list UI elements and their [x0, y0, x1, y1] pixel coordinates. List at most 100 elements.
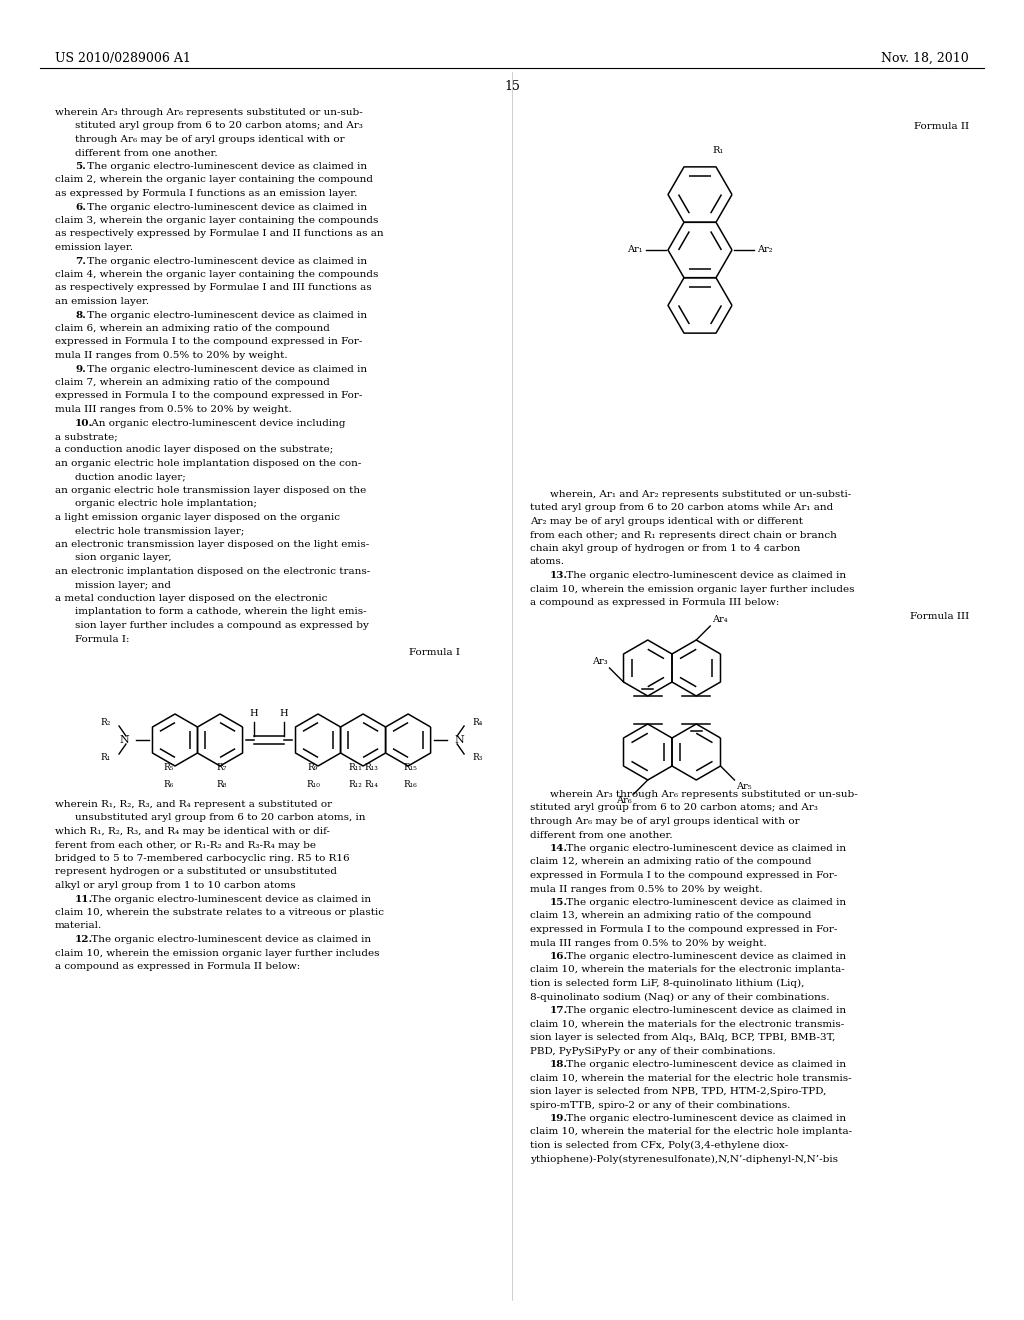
- Text: sion layer is selected from NPB, TPD, HTM-2,Spiro-TPD,: sion layer is selected from NPB, TPD, HT…: [530, 1086, 826, 1096]
- Text: 7.: 7.: [75, 256, 86, 265]
- Text: 8-quinolinato sodium (Naq) or any of their combinations.: 8-quinolinato sodium (Naq) or any of the…: [530, 993, 829, 1002]
- Text: chain akyl group of hydrogen or from 1 to 4 carbon: chain akyl group of hydrogen or from 1 t…: [530, 544, 801, 553]
- Text: 15: 15: [504, 81, 520, 92]
- Text: emission layer.: emission layer.: [55, 243, 133, 252]
- Text: An organic electro-luminescent device including: An organic electro-luminescent device in…: [88, 418, 345, 428]
- Text: The organic electro-luminescent device as claimed in: The organic electro-luminescent device a…: [88, 895, 371, 903]
- Text: The organic electro-luminescent device as claimed in: The organic electro-luminescent device a…: [563, 898, 846, 907]
- Text: R₁₃: R₁₃: [365, 763, 378, 772]
- Text: Ar₂ may be of aryl groups identical with or different: Ar₂ may be of aryl groups identical with…: [530, 517, 803, 525]
- Text: which R₁, R₂, R₃, and R₄ may be identical with or dif-: which R₁, R₂, R₃, and R₄ may be identica…: [55, 828, 330, 836]
- Text: 9.: 9.: [75, 364, 86, 374]
- Text: a compound as expressed in Formula III below:: a compound as expressed in Formula III b…: [530, 598, 779, 607]
- Text: stituted aryl group from 6 to 20 carbon atoms; and Ar₃: stituted aryl group from 6 to 20 carbon …: [75, 121, 362, 131]
- Text: through Ar₆ may be of aryl groups identical with or: through Ar₆ may be of aryl groups identi…: [75, 135, 345, 144]
- Text: R₆: R₆: [164, 780, 174, 789]
- Text: The organic electro-luminescent device as claimed in: The organic electro-luminescent device a…: [563, 1006, 846, 1015]
- Text: stituted aryl group from 6 to 20 carbon atoms; and Ar₃: stituted aryl group from 6 to 20 carbon …: [530, 804, 818, 813]
- Text: sion layer is selected from Alq₃, BAlq, BCP, TPBI, BMB-3T,: sion layer is selected from Alq₃, BAlq, …: [530, 1034, 836, 1041]
- Text: claim 4, wherein the organic layer containing the compounds: claim 4, wherein the organic layer conta…: [55, 271, 379, 279]
- Text: Formula I:: Formula I:: [75, 635, 129, 644]
- Text: a substrate;: a substrate;: [55, 432, 118, 441]
- Text: tuted aryl group from 6 to 20 carbon atoms while Ar₁ and: tuted aryl group from 6 to 20 carbon ato…: [530, 503, 834, 512]
- Text: Formula II: Formula II: [913, 121, 969, 131]
- Text: alkyl or aryl group from 1 to 10 carbon atoms: alkyl or aryl group from 1 to 10 carbon …: [55, 880, 296, 890]
- Text: H: H: [250, 709, 258, 718]
- Text: R₁: R₁: [100, 752, 111, 762]
- Text: Nov. 18, 2010: Nov. 18, 2010: [882, 51, 969, 65]
- Text: R₁₁: R₁₁: [348, 763, 361, 772]
- Text: R₅: R₅: [164, 763, 174, 772]
- Text: wherein R₁, R₂, R₃, and R₄ represent a substituted or: wherein R₁, R₂, R₃, and R₄ represent a s…: [55, 800, 332, 809]
- Text: as respectively expressed by Formulae I and III functions as: as respectively expressed by Formulae I …: [55, 284, 372, 293]
- Text: The organic electro-luminescent device as claimed in: The organic electro-luminescent device a…: [563, 1060, 846, 1069]
- Text: R₁: R₁: [712, 145, 723, 154]
- Text: claim 2, wherein the organic layer containing the compound: claim 2, wherein the organic layer conta…: [55, 176, 373, 185]
- Text: claim 3, wherein the organic layer containing the compounds: claim 3, wherein the organic layer conta…: [55, 216, 379, 224]
- Text: H: H: [280, 709, 289, 718]
- Text: Ar₁: Ar₁: [628, 246, 643, 255]
- Text: R₂: R₂: [100, 718, 111, 727]
- Text: 19.: 19.: [550, 1114, 568, 1123]
- Text: wherein Ar₃ through Ar₆ represents substituted or un-sub-: wherein Ar₃ through Ar₆ represents subst…: [55, 108, 362, 117]
- Text: mula II ranges from 0.5% to 20% by weight.: mula II ranges from 0.5% to 20% by weigh…: [55, 351, 288, 360]
- Text: R₁₅: R₁₅: [403, 763, 417, 772]
- Text: The organic electro-luminescent device as claimed in: The organic electro-luminescent device a…: [563, 572, 846, 579]
- Text: 6.: 6.: [75, 202, 86, 211]
- Text: R₉: R₉: [308, 763, 318, 772]
- Text: represent hydrogen or a substituted or unsubstituted: represent hydrogen or a substituted or u…: [55, 867, 337, 876]
- Text: as respectively expressed by Formulae I and II functions as an: as respectively expressed by Formulae I …: [55, 230, 384, 239]
- Text: 17.: 17.: [550, 1006, 568, 1015]
- Text: an emission layer.: an emission layer.: [55, 297, 150, 306]
- Text: atoms.: atoms.: [530, 557, 565, 566]
- Text: expressed in Formula I to the compound expressed in For-: expressed in Formula I to the compound e…: [55, 392, 362, 400]
- Text: The organic electro-luminescent device as claimed in: The organic electro-luminescent device a…: [88, 935, 371, 944]
- Text: a compound as expressed in Formula II below:: a compound as expressed in Formula II be…: [55, 962, 300, 972]
- Text: a conduction anodic layer disposed on the substrate;: a conduction anodic layer disposed on th…: [55, 446, 333, 454]
- Text: an organic electric hole transmission layer disposed on the: an organic electric hole transmission la…: [55, 486, 367, 495]
- Text: The organic electro-luminescent device as claimed in: The organic electro-luminescent device a…: [563, 1114, 846, 1123]
- Text: 10.: 10.: [75, 418, 93, 428]
- Text: different from one another.: different from one another.: [530, 830, 673, 840]
- Text: PBD, PyPySiPyPy or any of their combinations.: PBD, PyPySiPyPy or any of their combinat…: [530, 1047, 775, 1056]
- Text: R₁₄: R₁₄: [365, 780, 378, 789]
- Text: 15.: 15.: [550, 898, 568, 907]
- Text: different from one another.: different from one another.: [75, 149, 218, 157]
- Text: N: N: [119, 735, 129, 744]
- Text: Ar₂: Ar₂: [757, 246, 772, 255]
- Text: 12.: 12.: [75, 935, 93, 944]
- Text: R₇: R₇: [217, 763, 227, 772]
- Text: mula III ranges from 0.5% to 20% by weight.: mula III ranges from 0.5% to 20% by weig…: [55, 405, 292, 414]
- Text: mula II ranges from 0.5% to 20% by weight.: mula II ranges from 0.5% to 20% by weigh…: [530, 884, 763, 894]
- Text: mula III ranges from 0.5% to 20% by weight.: mula III ranges from 0.5% to 20% by weig…: [530, 939, 767, 948]
- Text: Ar₃: Ar₃: [592, 657, 607, 667]
- Text: wherein Ar₃ through Ar₆ represents substituted or un-sub-: wherein Ar₃ through Ar₆ represents subst…: [550, 789, 858, 799]
- Text: The organic electro-luminescent device as claimed in: The organic electro-luminescent device a…: [84, 202, 367, 211]
- Text: The organic electro-luminescent device as claimed in: The organic electro-luminescent device a…: [563, 952, 846, 961]
- Text: Ar₅: Ar₅: [736, 781, 752, 791]
- Text: through Ar₆ may be of aryl groups identical with or: through Ar₆ may be of aryl groups identi…: [530, 817, 800, 826]
- Text: N: N: [454, 735, 464, 744]
- Text: organic electric hole implantation;: organic electric hole implantation;: [75, 499, 257, 508]
- Text: claim 10, wherein the substrate relates to a vitreous or plastic: claim 10, wherein the substrate relates …: [55, 908, 384, 917]
- Text: sion organic layer,: sion organic layer,: [75, 553, 171, 562]
- Text: ferent from each other, or R₁-R₂ and R₃-R₄ may be: ferent from each other, or R₁-R₂ and R₃-…: [55, 841, 316, 850]
- Text: expressed in Formula I to the compound expressed in For-: expressed in Formula I to the compound e…: [55, 338, 362, 346]
- Text: duction anodic layer;: duction anodic layer;: [75, 473, 185, 482]
- Text: The organic electro-luminescent device as claimed in: The organic electro-luminescent device a…: [84, 256, 367, 265]
- Text: R₁₆: R₁₆: [403, 780, 417, 789]
- Text: claim 13, wherein an admixing ratio of the compound: claim 13, wherein an admixing ratio of t…: [530, 912, 811, 920]
- Text: a light emission organic layer disposed on the organic: a light emission organic layer disposed …: [55, 513, 340, 521]
- Text: 11.: 11.: [75, 895, 93, 903]
- Text: R₁₀: R₁₀: [306, 780, 319, 789]
- Text: sion layer further includes a compound as expressed by: sion layer further includes a compound a…: [75, 620, 369, 630]
- Text: 16.: 16.: [550, 952, 568, 961]
- Text: The organic electro-luminescent device as claimed in: The organic electro-luminescent device a…: [84, 162, 367, 172]
- Text: US 2010/0289006 A1: US 2010/0289006 A1: [55, 51, 190, 65]
- Text: unsubstituted aryl group from 6 to 20 carbon atoms, in: unsubstituted aryl group from 6 to 20 ca…: [75, 813, 366, 822]
- Text: as expressed by Formula I functions as an emission layer.: as expressed by Formula I functions as a…: [55, 189, 357, 198]
- Text: spiro-mTTB, spiro-2 or any of their combinations.: spiro-mTTB, spiro-2 or any of their comb…: [530, 1101, 791, 1110]
- Text: mission layer; and: mission layer; and: [75, 581, 171, 590]
- Text: Formula III: Formula III: [909, 612, 969, 620]
- Text: R₃: R₃: [472, 752, 482, 762]
